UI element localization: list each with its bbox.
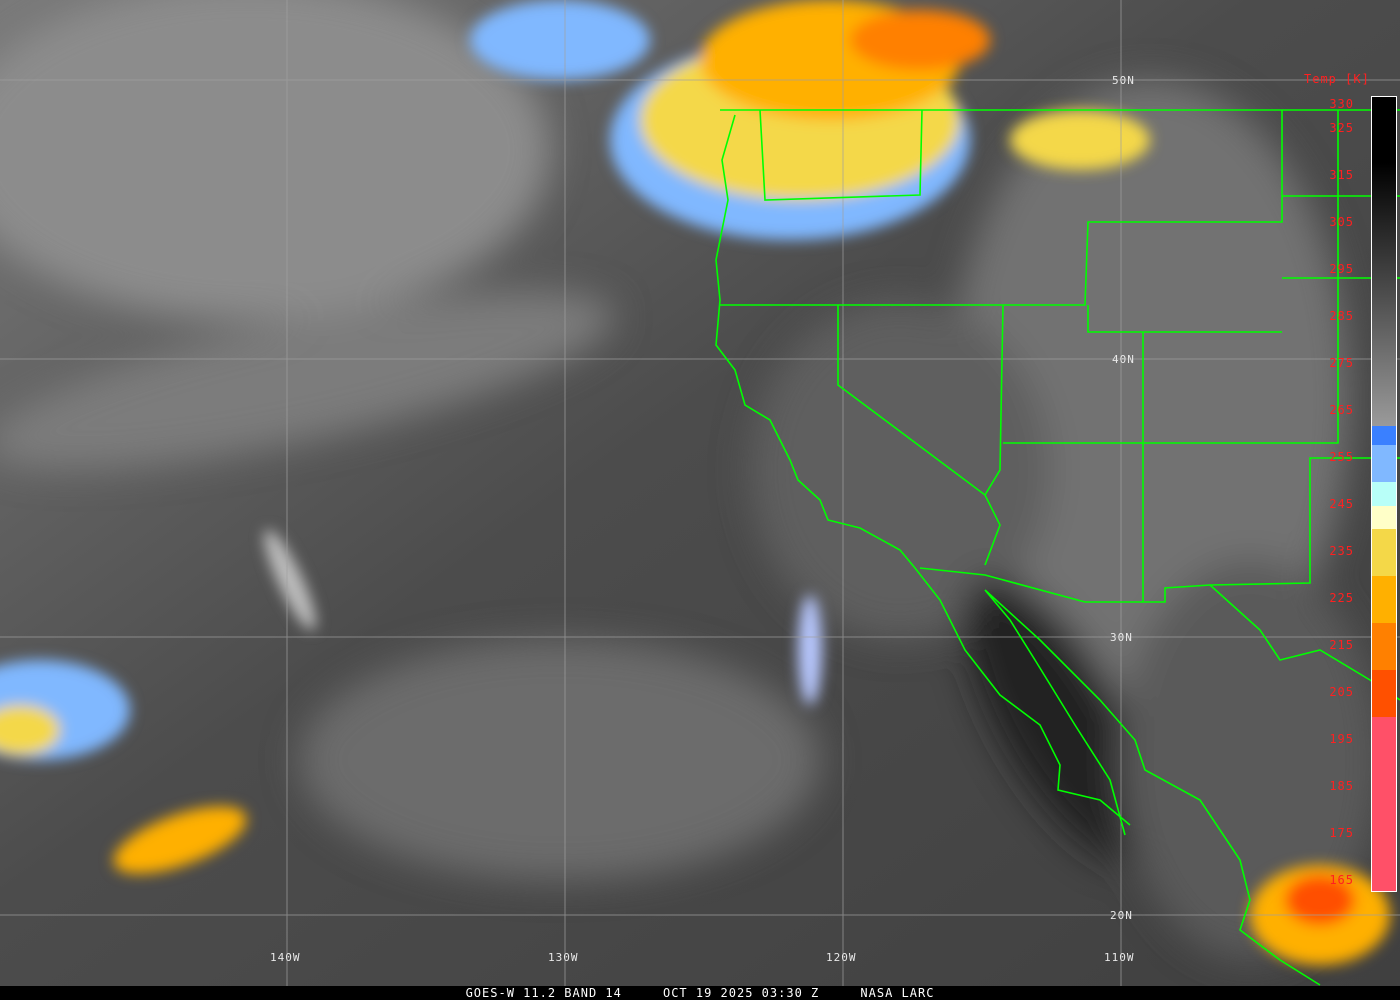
- colorbar-tick-label: 215: [1329, 637, 1354, 652]
- cloud-field-gray: [0, 0, 1380, 960]
- lat-label-50n: 50N: [1112, 74, 1135, 87]
- colorbar-tick-label: 255: [1329, 449, 1354, 464]
- colorbar-tick-label: 315: [1329, 167, 1354, 182]
- colorbar-tick-label: 175: [1329, 825, 1354, 840]
- colorbar-tick-label: 185: [1329, 778, 1354, 793]
- colorbar-segment: [1372, 623, 1396, 671]
- colorbar-tick-label: 285: [1329, 308, 1354, 323]
- colorbar-tick-label: 295: [1329, 261, 1354, 276]
- colorbar-tick-label: 165: [1329, 872, 1354, 887]
- colorbar-tick-label: 330: [1329, 97, 1354, 112]
- lat-label-40n: 40N: [1112, 353, 1135, 366]
- colorbar-tick-label: 305: [1329, 214, 1354, 229]
- colorbar-tick-label: 195: [1329, 731, 1354, 746]
- colorbar-segment: [1372, 529, 1396, 577]
- caption-source: NASA LARC: [860, 986, 935, 1000]
- colorbar-segment: [1372, 670, 1396, 718]
- cloud-field-cold: [0, 0, 1390, 965]
- colorbar-segment: [1372, 505, 1396, 530]
- lon-label-110w: 110W: [1104, 951, 1135, 964]
- lon-label-140w: 140W: [270, 951, 301, 964]
- colorbar-segment: [1372, 576, 1396, 624]
- image-caption: GOES-W 11.2 BAND 14 OCT 19 2025 03:30 Z …: [0, 986, 1400, 1000]
- colorbar-segment: [1372, 425, 1396, 445]
- colorbar-segment: [1372, 482, 1396, 506]
- colorbar-segment: [1372, 97, 1396, 426]
- colorbar-tick-label: 205: [1329, 684, 1354, 699]
- colorbar-tick-label: 235: [1329, 543, 1354, 558]
- colorbar-tick-label: 245: [1329, 496, 1354, 511]
- caption-satellite: GOES-W 11.2 BAND 14: [465, 986, 622, 1000]
- colorbar-tick-label: 265: [1329, 402, 1354, 417]
- colorbar-segment: [1372, 717, 1396, 891]
- colorbar-segment: [1372, 444, 1396, 483]
- colorbar-tick-label: 225: [1329, 590, 1354, 605]
- colorbar-title: Temp [K]: [1304, 72, 1370, 86]
- lon-label-120w: 120W: [826, 951, 857, 964]
- colorbar-tick-label: 325: [1329, 120, 1354, 135]
- caption-datetime: OCT 19 2025 03:30 Z: [662, 986, 820, 1000]
- colorbar-tick-label: 275: [1329, 355, 1354, 370]
- political-boundaries: [715, 109, 1400, 986]
- colorbar: [1371, 96, 1397, 892]
- lon-label-130w: 130W: [548, 951, 579, 964]
- lat-label-20n: 20N: [1110, 909, 1133, 922]
- lat-label-30n: 30N: [1110, 631, 1133, 644]
